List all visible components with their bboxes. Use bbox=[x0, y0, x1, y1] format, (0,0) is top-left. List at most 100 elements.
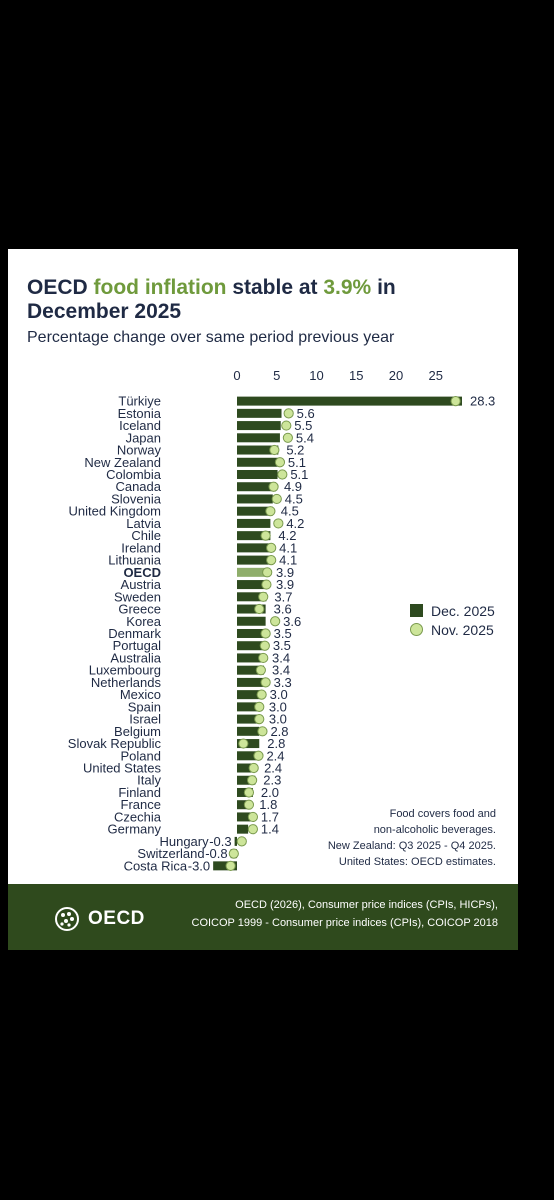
chart-title: OECD food inflation stable at 3.9% in De… bbox=[27, 276, 497, 324]
value-label: 3.0 bbox=[269, 712, 287, 727]
nov-dot bbox=[261, 579, 272, 590]
nov-dot bbox=[277, 469, 288, 480]
category-label: Japan bbox=[126, 430, 161, 445]
x-tick-label: 5 bbox=[273, 368, 280, 383]
category-label: Luxembourg bbox=[89, 663, 161, 678]
category-label: Chile bbox=[131, 528, 161, 543]
value-label: 3.6 bbox=[283, 614, 301, 629]
category-label: New Zealand bbox=[84, 455, 161, 470]
value-label: 1.4 bbox=[261, 822, 279, 837]
note-line-3: New Zealand: Q3 2025 - Q4 2025. bbox=[327, 840, 496, 852]
nov-dot bbox=[274, 457, 286, 468]
category-label: Austria bbox=[121, 577, 162, 592]
nov-dot bbox=[243, 787, 255, 798]
value-label: 4.5 bbox=[281, 504, 299, 519]
category-label: Belgium bbox=[114, 724, 161, 739]
nov-dot bbox=[271, 493, 282, 505]
nov-dot bbox=[236, 836, 247, 847]
bar-united-states bbox=[237, 763, 257, 773]
bar-türkiye bbox=[237, 396, 462, 406]
bar-belgium bbox=[237, 726, 260, 736]
legend-dot-swatch bbox=[410, 623, 423, 636]
x-tick-label: 25 bbox=[429, 368, 443, 383]
value-label: 2.8 bbox=[267, 736, 285, 751]
legend-label-dec: Dec. 2025 bbox=[431, 602, 495, 619]
nov-dot bbox=[225, 860, 236, 871]
oecd-logo[interactable]: OECD bbox=[54, 906, 145, 932]
title-highlight-1: food inflation bbox=[93, 276, 227, 299]
nov-dot bbox=[253, 750, 264, 761]
category-label: Netherlands bbox=[91, 675, 162, 690]
nov-dot bbox=[247, 811, 258, 823]
value-label: 4.1 bbox=[279, 553, 297, 568]
nov-dot bbox=[266, 555, 277, 566]
nov-dot bbox=[256, 689, 267, 700]
legend-item-dec: Dec. 2025 bbox=[410, 601, 495, 620]
nov-dot bbox=[266, 542, 277, 553]
category-label: OECD bbox=[123, 565, 161, 580]
value-label: 3.5 bbox=[273, 638, 291, 653]
value-label: 3.5 bbox=[274, 626, 292, 641]
nov-dot bbox=[259, 640, 270, 651]
nov-dot bbox=[258, 591, 269, 602]
category-label: Estonia bbox=[118, 406, 162, 421]
title-part-1: OECD bbox=[27, 276, 94, 299]
category-label: Norway bbox=[117, 443, 162, 458]
category-label: Iceland bbox=[119, 418, 161, 433]
nov-dot bbox=[262, 567, 273, 578]
category-label: United States bbox=[83, 761, 162, 776]
bar-slovenia bbox=[237, 494, 273, 504]
chart-card: OECD food inflation stable at 3.9% in De… bbox=[8, 249, 518, 950]
legend: Dec. 2025 Nov. 2025 bbox=[410, 601, 495, 639]
category-label: Latvia bbox=[126, 516, 161, 531]
value-label: 1.7 bbox=[261, 809, 279, 824]
value-label: 3.4 bbox=[272, 663, 290, 678]
bar-poland bbox=[237, 751, 257, 761]
chart-note: Food covers food and non-alcoholic bever… bbox=[328, 806, 496, 870]
bar-lithuania bbox=[237, 555, 270, 565]
value-label: 28.3 bbox=[470, 394, 495, 409]
category-label: United Kingdom bbox=[69, 504, 162, 519]
nov-dot bbox=[265, 506, 276, 517]
chart-subtitle: Percentage change over same period previ… bbox=[27, 329, 395, 346]
nov-dot bbox=[281, 420, 292, 431]
bar-portugal bbox=[237, 641, 265, 651]
value-label: 4.2 bbox=[286, 516, 304, 531]
bar-united-kingdom bbox=[237, 506, 273, 516]
category-label: Poland bbox=[121, 748, 161, 763]
category-label: Czechia bbox=[114, 809, 162, 824]
category-label: Israel bbox=[129, 712, 161, 727]
category-label: Switzerland bbox=[137, 846, 204, 861]
x-tick-label: 10 bbox=[309, 368, 323, 383]
value-label: 4.2 bbox=[278, 528, 296, 543]
category-label: Mexico bbox=[120, 687, 161, 702]
category-label: Costa Rica bbox=[124, 858, 188, 873]
bar-australia bbox=[237, 653, 265, 663]
category-label: Slovenia bbox=[111, 491, 162, 506]
category-label: Hungary bbox=[159, 834, 209, 849]
bar-oecd bbox=[237, 567, 269, 577]
bar-chart: 0 5 10 15 20 25 Türkiye 28.3 Estonia 5.6 Iceland 5.… bbox=[68, 368, 496, 873]
category-label: Sweden bbox=[114, 589, 161, 604]
x-tick-label: 20 bbox=[389, 368, 403, 383]
nov-dot bbox=[283, 408, 294, 419]
bar-hungary bbox=[234, 836, 237, 846]
nov-dot bbox=[257, 726, 268, 737]
x-tick-label: 15 bbox=[349, 368, 363, 383]
title-part-3: in December 2025 bbox=[27, 276, 396, 323]
value-label: 5.5 bbox=[294, 418, 312, 433]
nov-dot bbox=[254, 701, 265, 712]
value-label: -0.3 bbox=[209, 834, 231, 849]
category-label: Denmark bbox=[108, 626, 161, 641]
category-label: Slovak Republic bbox=[68, 736, 162, 751]
value-label: 2.3 bbox=[263, 773, 281, 788]
nov-dot bbox=[255, 665, 266, 676]
category-label: Türkiye bbox=[118, 394, 161, 409]
note-line-2: non-alcoholic beverages. bbox=[373, 824, 496, 836]
legend-item-nov: Nov. 2025 bbox=[410, 620, 495, 639]
nov-dot bbox=[228, 848, 239, 859]
footer: OECD OECD (2026), Consumer price indices… bbox=[8, 884, 518, 950]
bar-austria bbox=[237, 580, 269, 590]
bar-germany bbox=[237, 824, 249, 834]
category-label: France bbox=[121, 797, 161, 812]
